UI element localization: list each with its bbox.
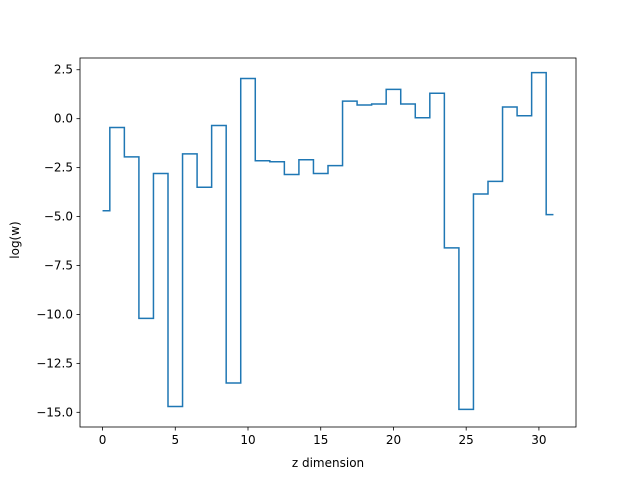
plot-area (79, 57, 577, 428)
y-tick-label: −5.0 (44, 210, 73, 224)
x-tick-label: 5 (171, 433, 179, 447)
y-tick-label: −12.5 (36, 356, 73, 370)
y-tick-label: −10.0 (36, 307, 73, 321)
y-tick-label: −15.0 (36, 405, 73, 419)
x-tick-label: 20 (386, 433, 401, 447)
y-axis-ticks: 2.5 0.0 −2.5 −5.0 −7.5 −10.0 −12.5 −15.0 (36, 63, 80, 419)
series-line-0 (102, 71, 554, 411)
y-tick-label: 2.5 (54, 63, 73, 77)
x-tick-label: 0 (99, 433, 107, 447)
x-axis-ticks: 0 5 10 15 20 25 30 (99, 427, 547, 447)
y-tick-label: 0.0 (54, 112, 73, 126)
y-tick-label: −7.5 (44, 259, 73, 273)
axes-frame (79, 57, 577, 428)
x-tick-label: 30 (531, 433, 546, 447)
y-tick-label: −2.5 (44, 161, 73, 175)
x-tick-label: 15 (313, 433, 328, 447)
x-tick-label: 10 (240, 433, 255, 447)
y-axis-label: log(w) (8, 221, 22, 258)
x-axis-label: z dimension (292, 456, 364, 470)
x-tick-label: 25 (459, 433, 474, 447)
